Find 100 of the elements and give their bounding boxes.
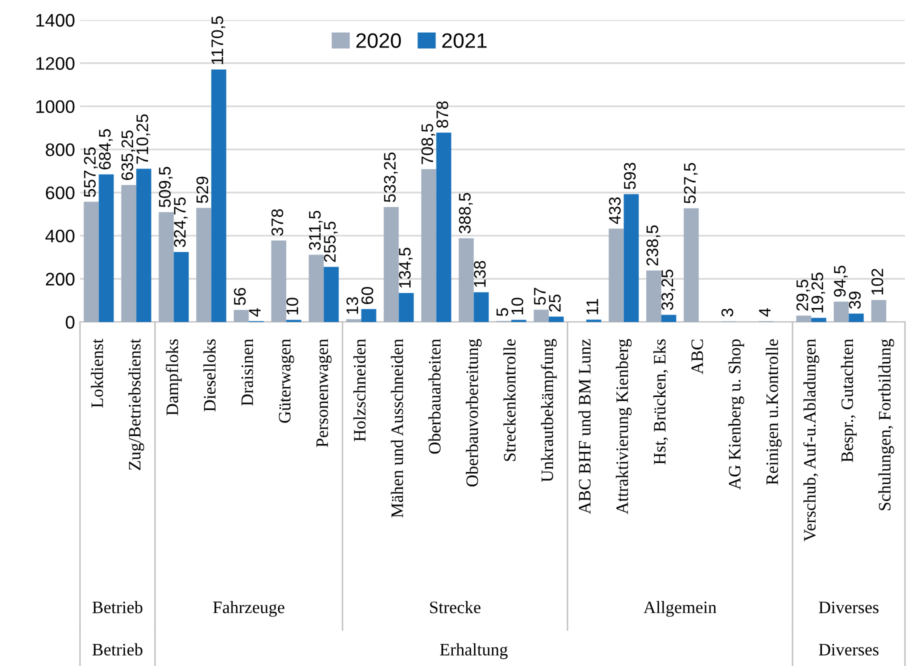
data-label: 635,25 — [121, 130, 136, 180]
data-label: 557,25 — [84, 147, 98, 197]
x-tick-label: Lokdienst — [90, 338, 104, 408]
y-tick-label: 800 — [46, 143, 74, 156]
data-label: 529 — [196, 176, 208, 204]
data-label: 324,75 — [174, 198, 188, 248]
bar — [271, 240, 286, 322]
data-label: 1170,5 — [211, 16, 226, 64]
data-label: 710,25 — [136, 114, 150, 164]
y-tick-label: 600 — [46, 186, 74, 200]
data-label: 5 — [496, 308, 508, 316]
bar — [158, 212, 174, 322]
bar — [384, 206, 399, 322]
data-label: 255,5 — [324, 222, 338, 262]
bar — [136, 168, 152, 322]
data-label: 533,25 — [384, 152, 398, 202]
text: Betrieb — [92, 643, 142, 656]
data-label: 19,25 — [811, 272, 826, 312]
y-tick-label: 1400 — [36, 14, 74, 27]
bar — [661, 314, 676, 322]
bar — [834, 302, 849, 322]
bar — [196, 208, 212, 322]
data-label: 527,5 — [684, 163, 698, 204]
data-label: 238,5 — [646, 225, 660, 266]
x-tick-label: Hst, Brücken, Eks — [653, 339, 668, 465]
text: Strecke — [430, 601, 480, 614]
bar — [684, 208, 699, 322]
data-label: 102 — [871, 268, 884, 295]
data-label: 57 — [534, 288, 546, 305]
text: Diverses — [818, 602, 878, 614]
legend-label: 2021 — [442, 33, 487, 48]
y-tick-label: 0 — [66, 316, 74, 329]
data-label: 10 — [511, 298, 524, 314]
data-label: 39 — [848, 292, 861, 309]
bar — [174, 252, 189, 322]
bar — [346, 319, 362, 322]
bar — [608, 228, 624, 322]
x-tick-label: Verschub, Auf-u.Abladungen — [803, 338, 820, 542]
bar — [308, 254, 324, 322]
bar — [398, 292, 414, 322]
x-tick-label: AG Kienberg u. Shop — [728, 339, 744, 490]
bar — [548, 316, 564, 322]
data-label: 708,5 — [421, 124, 436, 164]
bar — [811, 318, 826, 322]
bar — [211, 70, 226, 322]
data-label: 29,5 — [796, 280, 810, 311]
x-tick-label: Bespr., Gutachten — [840, 338, 857, 462]
bar — [361, 309, 376, 322]
data-label: 311,5 — [308, 210, 323, 250]
data-label: 33,25 — [661, 270, 676, 310]
x-tick-label: Streckenkontrolle — [503, 339, 516, 461]
bar — [436, 132, 452, 322]
bar — [324, 266, 339, 322]
bar — [121, 184, 136, 322]
bar — [474, 292, 489, 322]
data-label: 13 — [346, 297, 358, 314]
x-tick-label: Schulungen, Fortbildung — [878, 338, 894, 510]
data-label: 509,5 — [158, 166, 173, 208]
legend-label: 2020 — [356, 33, 401, 48]
x-tick-label: Oberbauvorbereitung — [466, 339, 482, 486]
bar — [624, 194, 639, 322]
x-tick-label: Dieselloks — [203, 339, 216, 412]
data-label: 593 — [624, 162, 636, 190]
bar — [534, 310, 549, 322]
text: Fahrzeuge — [213, 601, 284, 617]
x-tick-label: Attraktivierung Kienberg — [616, 339, 632, 514]
y-tick-label: 1200 — [36, 57, 74, 70]
x-tick-label: Dampfloks — [166, 339, 182, 416]
x-tick-label: ABC BHF und BM Lunz — [578, 339, 591, 514]
data-label: 433 — [608, 197, 621, 224]
x-tick-label: Holzschneiden — [353, 338, 366, 442]
y-tick-label: 200 — [46, 272, 74, 286]
x-tick-label: Güterwagen — [278, 338, 294, 423]
y-tick-label: 400 — [45, 230, 74, 242]
data-label: 3 — [721, 308, 734, 317]
data-label: 878 — [436, 101, 448, 128]
bar — [98, 174, 114, 322]
text: Erhaltung — [440, 643, 508, 660]
text: Betrieb — [92, 601, 142, 614]
data-label: 94,5 — [834, 266, 848, 297]
y-tick-label: 1000 — [36, 100, 74, 114]
bar — [796, 316, 812, 322]
bar — [871, 300, 886, 322]
data-label: 684,5 — [98, 129, 113, 170]
data-label: 25 — [548, 294, 561, 312]
bar — [848, 314, 864, 322]
bar — [84, 202, 99, 322]
data-label: 134,5 — [398, 248, 413, 288]
bar — [458, 238, 474, 322]
data-label: 138 — [474, 260, 486, 287]
data-label: 11 — [586, 298, 598, 314]
data-label: 4 — [249, 308, 261, 317]
data-label: 56 — [234, 288, 246, 306]
text: Diverses — [818, 644, 878, 656]
x-tick-label: Reinigen u.Kontrolle — [766, 339, 782, 485]
x-tick-label: Oberbauarbeiten — [428, 338, 441, 454]
data-label: 10 — [286, 298, 298, 314]
bar — [421, 169, 436, 322]
bar — [646, 270, 662, 322]
x-tick-label: Personenwagen — [316, 338, 332, 448]
